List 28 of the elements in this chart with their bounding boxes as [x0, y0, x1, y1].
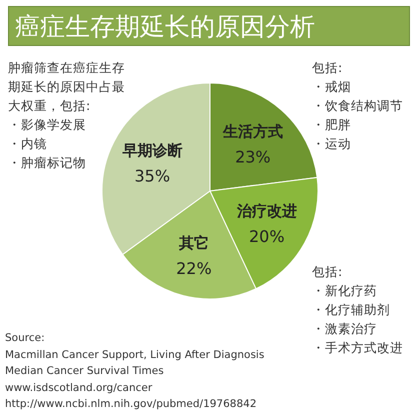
chart-title: 癌症生存期延长的原因分析 [8, 6, 410, 46]
text: ・化疗辅助剂 [312, 301, 391, 319]
text: ・运动 [312, 135, 352, 153]
text: ・戒烟 [312, 78, 352, 96]
text: ・手术方式改进 [312, 339, 404, 357]
data-label: 23% [235, 147, 271, 166]
data-label: 20% [249, 227, 285, 246]
text: www.isdscotland.org/cancer [5, 380, 154, 396]
text: ・肿瘤标记物 [8, 155, 86, 170]
text: Median Cancer Survival Times [5, 364, 165, 379]
text: ・新化疗药 [312, 282, 378, 300]
text: Macmillan Cancer Support, Living After Diagnosis [5, 348, 266, 362]
slice-label: 其它 [178, 234, 209, 252]
text: 包括: [312, 59, 344, 77]
text: ・饮食结构调节 [312, 97, 404, 115]
data-label: 22% [176, 258, 212, 278]
text: 肿瘤筛查在癌症生存期延长的原因中占最大权重，包括: [8, 59, 126, 115]
text: ・影像学发展 [8, 116, 87, 134]
text: ・肥胖 [312, 116, 352, 134]
text: ・激素治疗 [312, 320, 378, 338]
text: 包括: [312, 263, 344, 281]
text: ・内镜 [8, 136, 47, 151]
slice-label: 生活方式 [222, 122, 283, 140]
source-note: Source: [5, 331, 46, 346]
text: http://www.ncbi.nlm.nih.gov/pubmed/19768842 [5, 397, 258, 412]
slice-label: 早期诊断 [121, 142, 182, 160]
data-label: 35% [134, 166, 170, 186]
slice-label: 治疗改进 [236, 202, 297, 220]
